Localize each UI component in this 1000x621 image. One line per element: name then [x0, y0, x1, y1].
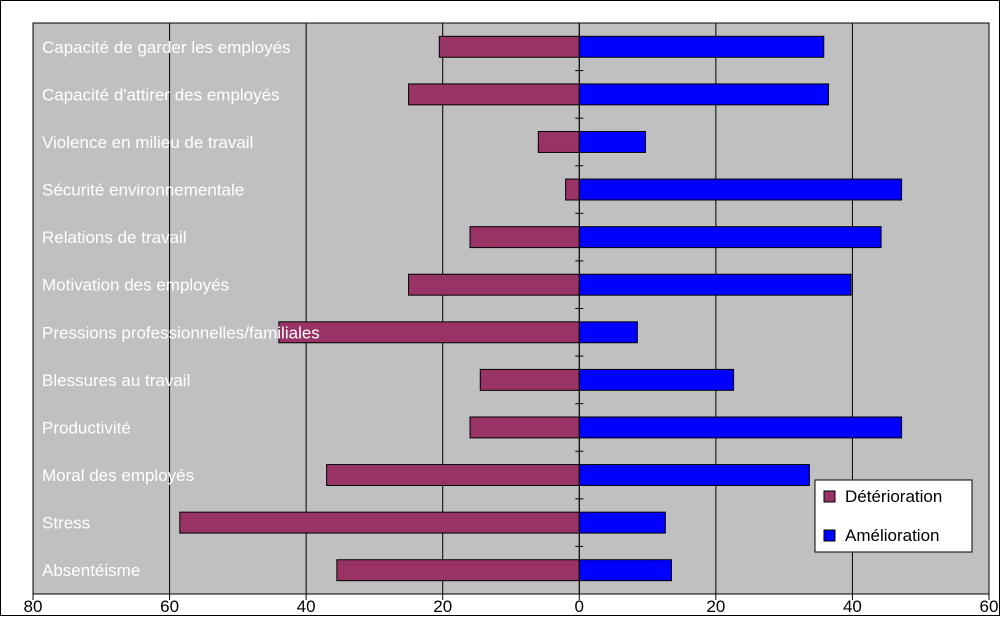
bar-deterioration [537, 130, 580, 153]
category-label: Motivation des employés [42, 276, 229, 295]
x-tick-label: 40 [843, 597, 862, 616]
bar-amelioration [578, 559, 672, 582]
legend: Détérioration Amélioration [814, 479, 973, 553]
bar-deterioration [326, 464, 580, 487]
bar-deterioration [565, 178, 580, 201]
category-label: Productivité [42, 418, 131, 437]
bar-deterioration [336, 559, 580, 582]
x-tick-label: 80 [24, 597, 43, 616]
bar-deterioration [479, 368, 580, 391]
x-tick-label: 0 [575, 597, 584, 616]
x-tick-label: 60 [160, 597, 179, 616]
legend-label-deterioration: Détérioration [845, 487, 942, 506]
bar-deterioration [469, 226, 580, 249]
legend-label-amelioration: Amélioration [845, 526, 940, 545]
category-label: Moral des employés [42, 466, 194, 485]
x-tick-label: 40 [297, 597, 316, 616]
legend-swatch-deterioration [823, 490, 836, 503]
bar-amelioration [578, 83, 830, 106]
x-tick-label: 20 [706, 597, 725, 616]
category-label: Pressions professionnelles/familiales [42, 323, 320, 342]
bar-marks [179, 22, 903, 595]
bar-amelioration [578, 464, 810, 487]
bar-deterioration [408, 83, 580, 106]
bar-deterioration [438, 35, 580, 58]
bar-amelioration [578, 35, 825, 58]
category-label: Absentéisme [42, 561, 140, 580]
category-label: Relations de travail [42, 228, 187, 247]
bar-amelioration [578, 321, 638, 344]
bar-amelioration [578, 178, 903, 201]
x-axis: 80 60 40 20 0 20 40 60 [24, 594, 999, 616]
category-label: Blessures au travail [42, 371, 190, 390]
category-label: Capacité de garder les employés [42, 38, 291, 57]
bar-amelioration [578, 130, 647, 153]
category-label: Sécurité environnementale [42, 181, 244, 200]
bar-deterioration [408, 273, 580, 296]
category-label: Capacité d'attirer des employés [42, 85, 280, 104]
bar-amelioration [578, 226, 882, 249]
category-labels: Capacité de garder les employés Capacité … [42, 38, 320, 580]
bar-deterioration [469, 416, 580, 439]
bar-amelioration [578, 511, 666, 534]
category-label: Stress [42, 514, 90, 533]
bar-deterioration [278, 321, 580, 344]
bar-deterioration [179, 511, 580, 534]
x-tick-label: 60 [980, 597, 999, 616]
category-label: Violence en milieu de travail [42, 133, 253, 152]
legend-swatch-amelioration [823, 529, 836, 542]
legend-box [814, 479, 973, 553]
x-tick-label: 20 [433, 597, 452, 616]
bar-amelioration [578, 273, 852, 296]
bar-amelioration [578, 416, 903, 439]
bar-amelioration [578, 368, 735, 391]
